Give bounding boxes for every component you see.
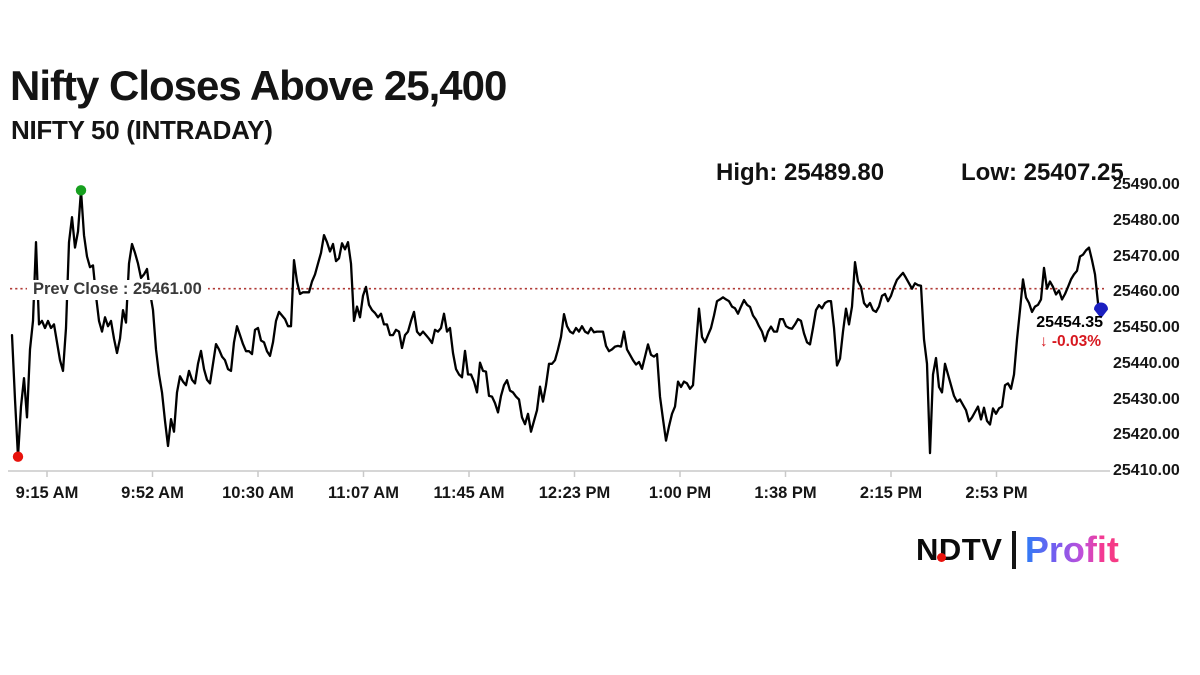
day-high-stat: High: 25489.80 xyxy=(716,159,885,186)
ndtv-red-dot-icon xyxy=(937,553,946,562)
day-low-dot xyxy=(12,451,24,462)
x-axis-tick-label: 1:38 PM xyxy=(754,484,817,502)
y-axis-tick-label: 25450.00 xyxy=(1113,319,1180,336)
x-axis-tick-label: 10:30 AM xyxy=(222,484,294,502)
day-high-dot xyxy=(75,185,87,196)
y-axis-tick-label: 25420.00 xyxy=(1113,426,1180,444)
y-axis-tick-label: 25470.00 xyxy=(1113,247,1180,265)
profit-wordmark: Profit xyxy=(1024,529,1119,570)
x-axis-tick-label: 9:52 AM xyxy=(121,484,184,502)
x-axis-tick-label: 11:45 AM xyxy=(433,484,505,502)
x-axis-tick-label: 2:53 PM xyxy=(965,484,1028,502)
ndtv-wordmark-text: NDTV xyxy=(916,532,1003,567)
y-axis-tick-label: 25490.00 xyxy=(1113,176,1180,193)
y-axis-tick-label: 25410.00 xyxy=(1113,462,1180,479)
x-axis-tick-label: 11:07 AM xyxy=(328,484,399,502)
day-low-stat: Low: 25407.25 xyxy=(961,159,1124,186)
x-axis-tick-label: 9:15 AM xyxy=(15,484,79,502)
y-axis-tick-label: 25440.00 xyxy=(1113,354,1180,372)
y-axis-tick-label: 25430.00 xyxy=(1113,390,1180,408)
x-axis-tick-label: 1:00 PM xyxy=(648,484,712,502)
prev-close-label: Prev Close : 25461.00 xyxy=(27,280,208,300)
ndtv-wordmark: NDTV xyxy=(916,530,1002,570)
logo-divider xyxy=(1012,531,1016,569)
price-line xyxy=(10,189,1103,458)
last-price-marker xyxy=(1094,302,1108,319)
ndtv-profit-logo: NDTV Profit xyxy=(916,530,1119,570)
y-axis-tick-label: 25480.00 xyxy=(1113,211,1180,229)
last-price-label: 25454.35 xyxy=(1036,314,1103,331)
y-axis-tick-label: 25460.00 xyxy=(1113,283,1180,301)
x-axis-tick-label: 2:15 PM xyxy=(859,484,923,502)
page-title: Nifty Closes Above 25,400 xyxy=(10,62,507,109)
x-axis-tick-label: 12:23 PM xyxy=(538,484,611,502)
change-percent-label: ↓ -0.03% xyxy=(1039,333,1101,350)
chart-subtitle: NIFTY 50 (INTRADAY) xyxy=(11,115,273,145)
